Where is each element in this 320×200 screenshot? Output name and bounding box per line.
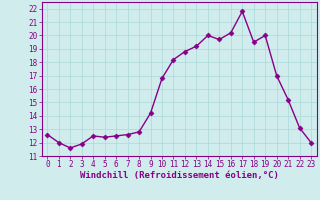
X-axis label: Windchill (Refroidissement éolien,°C): Windchill (Refroidissement éolien,°C) — [80, 171, 279, 180]
